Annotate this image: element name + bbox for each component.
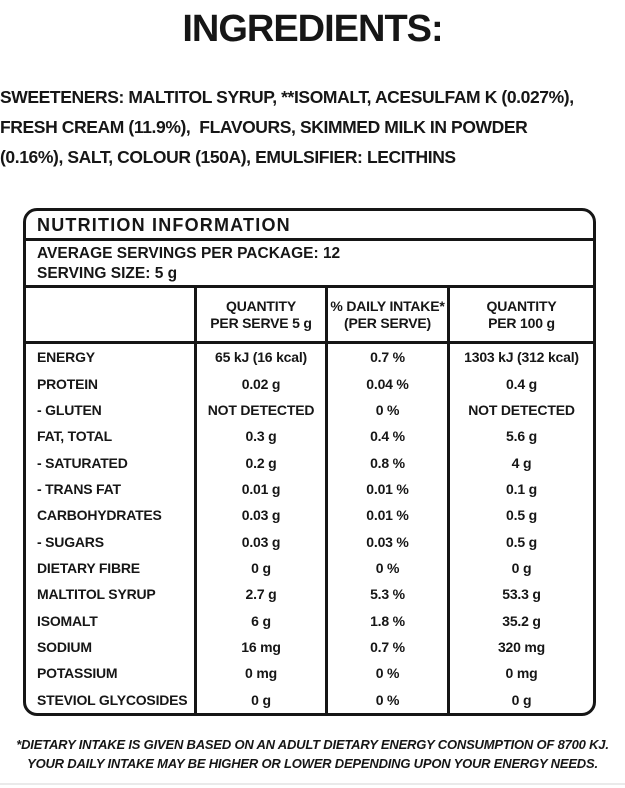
value-per-100g: 320 mg xyxy=(447,633,593,661)
serving-size: SERVING SIZE: 5 g xyxy=(37,265,178,282)
value-per-100g: NOT DETECTED xyxy=(447,396,593,424)
nutrient-row: MALTITOL SYRUP 2.7 g 5.3 % 53.3 g xyxy=(26,581,593,608)
value-per-100g: 0.5 g xyxy=(447,502,593,529)
nutrient-row: - SATURATED 0.2 g 0.8 % 4 g xyxy=(26,449,593,476)
nutrition-information-panel: NUTRITION INFORMATION AVERAGE SERVINGS P… xyxy=(23,208,596,716)
value-per-100g: 35.2 g xyxy=(447,607,593,634)
value-per-100g: 53.3 g xyxy=(447,581,593,608)
value-per-100g: 1303 kJ (312 kcal) xyxy=(447,344,593,371)
value-per-100g: 0 g xyxy=(447,554,593,582)
nutrient-name: SODIUM xyxy=(37,639,92,656)
value-per-serve: 2.7 g xyxy=(194,581,325,608)
column-header-per-100g: QUANTITY PER 100 g xyxy=(447,288,593,341)
nutrient-name: ISOMALT xyxy=(37,612,98,629)
servings-per-package: AVERAGE SERVINGS PER PACKAGE: 12 xyxy=(37,245,341,262)
bottom-edge-rule xyxy=(0,783,625,785)
ingredients-title: INGREDIENTS: xyxy=(182,8,443,50)
column-header-daily-intake: % DAILY INTAKE* (PER SERVE) xyxy=(325,288,447,341)
nutrition-rows: ENERGY 65 kJ (16 kcal) 0.7 % 1303 kJ (312 k… xyxy=(26,344,593,713)
nutrient-name: CARBOHYDRATES xyxy=(37,507,162,524)
value-per-100g: 0.4 g xyxy=(447,370,593,397)
ingredients-line: FRESH CREAM (11.9%), FLAVOURS, SKIMMED M… xyxy=(0,117,528,137)
value-daily-intake: 0.01 % xyxy=(325,475,447,503)
servings-block: AVERAGE SERVINGS PER PACKAGE: 12 SERVING… xyxy=(26,241,593,288)
value-per-serve: 0.02 g xyxy=(194,370,325,397)
value-daily-intake: 0 % xyxy=(325,554,447,582)
ingredients-paragraph: SWEETENERS: MALTITOL SYRUP, **ISOMALT, A… xyxy=(0,82,625,172)
nutrient-row: - TRANS FAT 0.01 g 0.01 % 0.1 g xyxy=(26,475,593,503)
value-per-serve: 0 g xyxy=(194,554,325,582)
value-per-100g: 0 g xyxy=(447,686,593,713)
value-daily-intake: 0.04 % xyxy=(325,370,447,397)
value-per-100g: 0 mg xyxy=(447,660,593,687)
value-per-serve: 16 mg xyxy=(194,633,325,661)
nutrient-row: - GLUTEN NOT DETECTED 0 % NOT DETECTED xyxy=(26,396,593,424)
value-per-serve: 0.2 g xyxy=(194,449,325,476)
nutrient-name: - SATURATED xyxy=(37,454,128,471)
value-per-serve: 0.03 g xyxy=(194,528,325,555)
ingredients-line: SWEETENERS: MALTITOL SYRUP, **ISOMALT, A… xyxy=(0,87,574,107)
column-header-row: QUANTITY PER SERVE 5 g % DAILY INTAKE* (… xyxy=(26,288,593,344)
nutrient-row: ISOMALT 6 g 1.8 % 35.2 g xyxy=(26,607,593,634)
value-per-serve: 65 kJ (16 kcal) xyxy=(194,344,325,371)
value-daily-intake: 0 % xyxy=(325,660,447,687)
value-daily-intake: 0.7 % xyxy=(325,633,447,661)
column-header-nutrient xyxy=(26,288,194,341)
value-daily-intake: 5.3 % xyxy=(325,581,447,608)
ingredients-line: (0.16%), SALT, COLOUR (150A), EMULSIFIER… xyxy=(0,147,456,167)
column-header-per-serve: QUANTITY PER SERVE 5 g xyxy=(194,288,325,341)
value-per-serve: 0 mg xyxy=(194,660,325,687)
value-daily-intake: 0 % xyxy=(325,396,447,424)
nutrient-row: FAT, TOTAL 0.3 g 0.4 % 5.6 g xyxy=(26,423,593,450)
value-daily-intake: 0.03 % xyxy=(325,528,447,555)
nutrient-name: DIETARY FIBRE xyxy=(37,560,140,577)
value-per-serve: 0.01 g xyxy=(194,475,325,503)
value-daily-intake: 0 % xyxy=(325,686,447,713)
value-per-100g: 5.6 g xyxy=(447,423,593,450)
value-daily-intake: 0.4 % xyxy=(325,423,447,450)
footnote-line: *DIETARY INTAKE IS GIVEN BASED ON AN ADU… xyxy=(16,737,609,752)
value-daily-intake: 0.8 % xyxy=(325,449,447,476)
value-per-100g: 4 g xyxy=(447,449,593,476)
nutrient-name: STEVIOL GLYCOSIDES xyxy=(37,691,188,708)
nutrient-row: ENERGY 65 kJ (16 kcal) 0.7 % 1303 kJ (312 k… xyxy=(26,344,593,371)
value-daily-intake: 1.8 % xyxy=(325,607,447,634)
nutrient-name: FAT, TOTAL xyxy=(37,428,112,445)
nutrient-row: PROTEIN 0.02 g 0.04 % 0.4 g xyxy=(26,370,593,397)
nutrient-name: - TRANS FAT xyxy=(37,480,121,497)
nutrient-row: POTASSIUM 0 mg 0 % 0 mg xyxy=(26,660,593,687)
value-daily-intake: 0.01 % xyxy=(325,502,447,529)
value-per-serve: 0 g xyxy=(194,686,325,713)
dietary-intake-footnote: *DIETARY INTAKE IS GIVEN BASED ON AN ADU… xyxy=(0,735,625,773)
value-daily-intake: 0.7 % xyxy=(325,344,447,371)
value-per-serve: NOT DETECTED xyxy=(194,396,325,424)
nutrient-name: PROTEIN xyxy=(37,375,98,392)
value-per-100g: 0.5 g xyxy=(447,528,593,555)
nutrient-name: - SUGARS xyxy=(37,533,104,550)
nutrient-name: POTASSIUM xyxy=(37,665,118,682)
nutrient-row: - SUGARS 0.03 g 0.03 % 0.5 g xyxy=(26,528,593,555)
nutrient-name: MALTITOL SYRUP xyxy=(37,586,156,603)
nutrient-row: SODIUM 16 mg 0.7 % 320 mg xyxy=(26,633,593,661)
value-per-100g: 0.1 g xyxy=(447,475,593,503)
footnote-line: YOUR DAILY INTAKE MAY BE HIGHER OR LOWER… xyxy=(27,756,598,771)
value-per-serve: 6 g xyxy=(194,607,325,634)
nutrient-row: CARBOHYDRATES 0.03 g 0.01 % 0.5 g xyxy=(26,502,593,529)
nutrition-table-title: NUTRITION INFORMATION xyxy=(26,211,593,241)
nutrient-name: ENERGY xyxy=(37,349,95,366)
value-per-serve: 0.3 g xyxy=(194,423,325,450)
value-per-serve: 0.03 g xyxy=(194,502,325,529)
nutrient-name: - GLUTEN xyxy=(37,401,102,418)
